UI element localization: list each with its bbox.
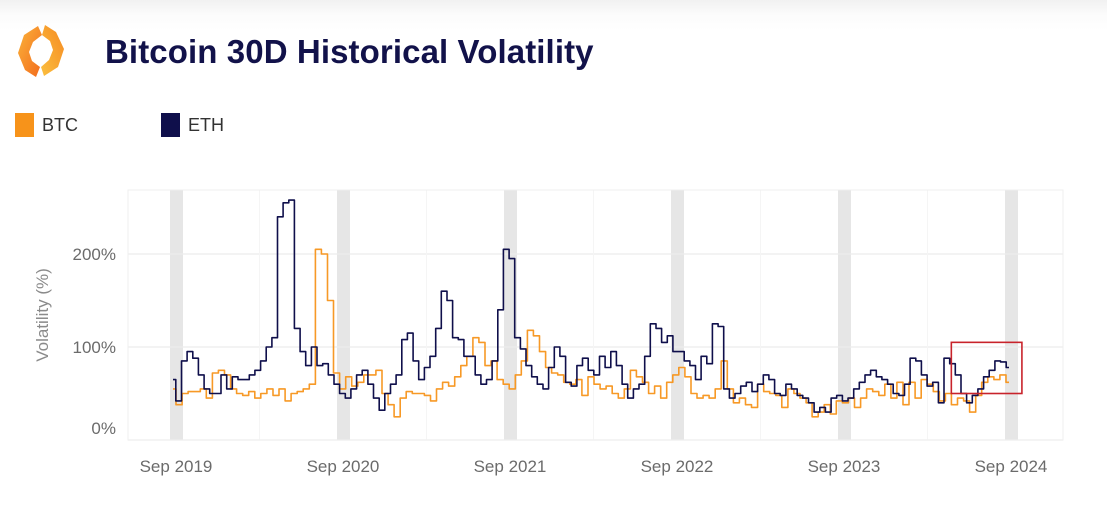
highlight-box (950, 341, 1023, 395)
logo-left-bracket (18, 26, 42, 77)
logo-right-bracket (41, 25, 64, 76)
x-tick-label: Sep 2020 (307, 457, 380, 476)
series-line-eth (173, 199, 1009, 413)
x-tick-label: Sep 2023 (808, 457, 881, 476)
legend-label-eth: ETH (188, 114, 224, 135)
x-tick-label: Sep 2024 (975, 457, 1048, 476)
y-axis-ticks: 0% 100% 200% (73, 245, 116, 438)
year-band-sep-2019 (170, 190, 183, 440)
y-axis-title: Volatility (%) (33, 268, 52, 362)
plot-frame (127, 189, 1064, 441)
series-lines (173, 199, 1009, 418)
year-band-sep-2022 (671, 190, 684, 440)
series-line-btc (173, 248, 1009, 418)
year-band-sep-2023 (838, 190, 851, 440)
year-band-sep-2020 (337, 190, 350, 440)
year-band-sep-2021 (504, 190, 517, 440)
x-tick-label: Sep 2021 (474, 457, 547, 476)
x-tick-label: Sep 2022 (641, 457, 714, 476)
y-tick-label: 0% (91, 419, 116, 438)
year-bands (170, 190, 1018, 440)
x-tick-label: Sep 2019 (140, 457, 213, 476)
legend-item-eth[interactable]: ETH (161, 113, 224, 137)
legend-swatch-eth (161, 113, 180, 137)
year-band-sep-2024 (1005, 190, 1018, 440)
gridlines (128, 190, 1063, 441)
legend-swatch-btc (15, 113, 34, 137)
legend-item-btc[interactable]: BTC (15, 113, 78, 137)
y-tick-label: 200% (73, 245, 116, 264)
y-tick-label: 100% (73, 338, 116, 357)
logo-icon (18, 25, 64, 77)
x-axis-ticks: Sep 2019 Sep 2020 Sep 2021 Sep 2022 Sep 2023… (140, 457, 1048, 476)
chart-title: Bitcoin 30D Historical Volatility (105, 33, 594, 70)
legend-label-btc: BTC (42, 114, 78, 135)
